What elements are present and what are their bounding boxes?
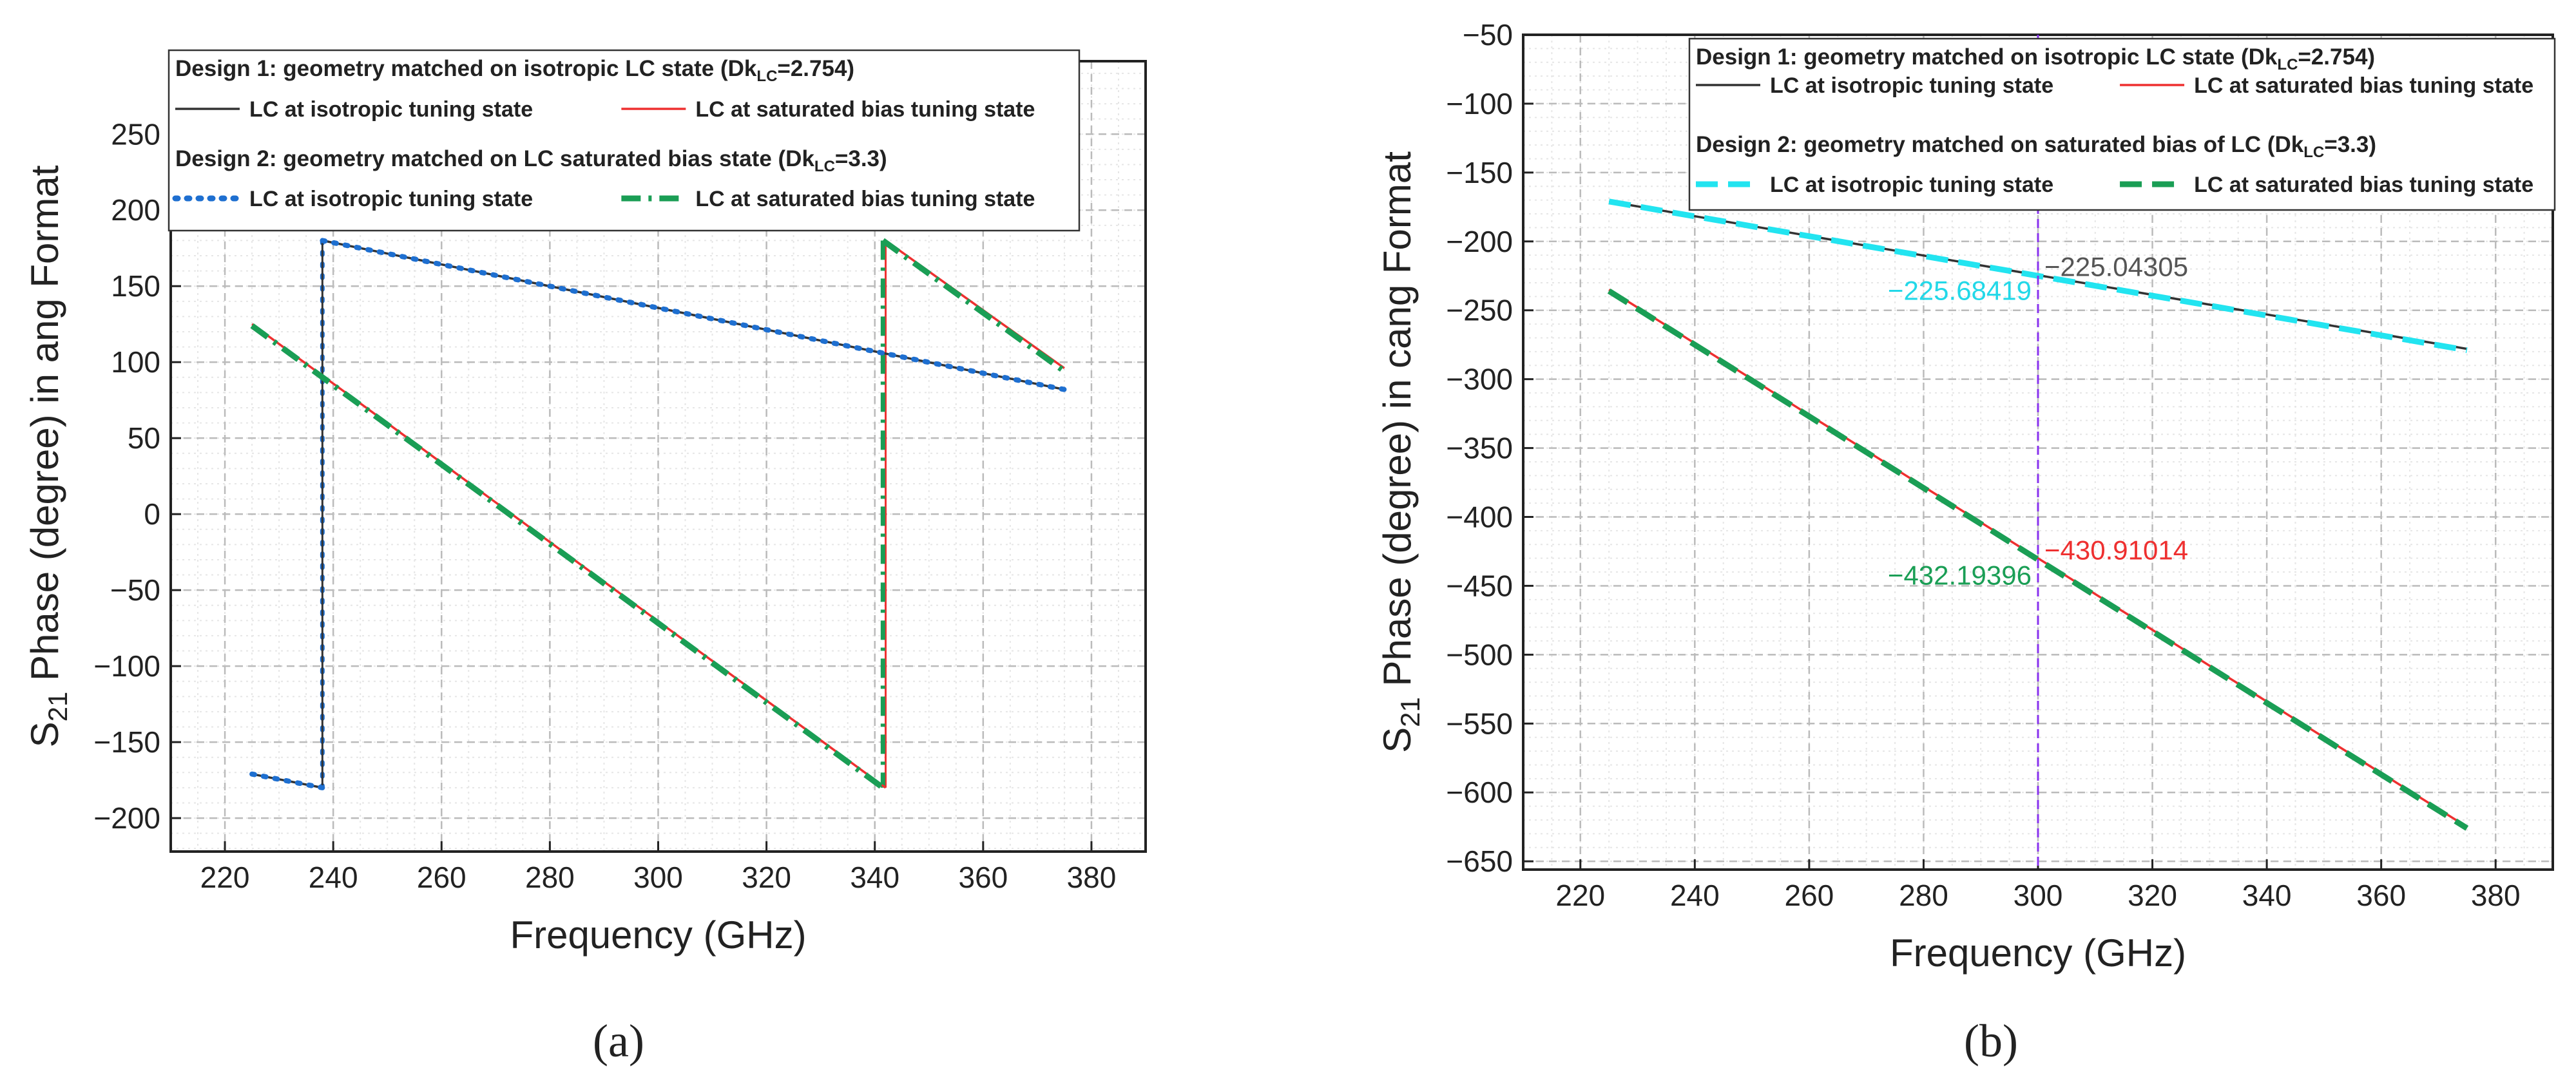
- y-axis-title-sub: 21: [1395, 697, 1425, 727]
- legend-label: LC at isotropic tuning state: [1770, 173, 2053, 197]
- data-annotation: −225.04305: [2044, 251, 2188, 281]
- x-tick-label: 320: [2128, 879, 2177, 912]
- legend-design1-title-end: =2.754): [2298, 44, 2375, 70]
- y-tick-label: −150: [1446, 156, 1513, 189]
- x-axis: 220 240 260 280 300 320 340 360 380: [200, 841, 1117, 894]
- y-tick-label: −350: [1446, 432, 1513, 465]
- x-axis: 220 240 260 280 300 320 340 360 380: [1555, 859, 2521, 912]
- legend: Design 1: geometry matched on isotropic …: [168, 49, 1081, 232]
- y-tick-label: −600: [1446, 776, 1513, 809]
- legend-label: LC at isotropic tuning state: [1770, 73, 2053, 98]
- x-tick-label: 340: [2242, 879, 2292, 912]
- legend-label: LC at isotropic tuning state: [249, 97, 533, 122]
- legend-design1-title-sub: LC: [2277, 56, 2298, 73]
- series-line-segment: [1607, 288, 2469, 831]
- legend-design1-title: Design 1: geometry matched on isotropic …: [175, 56, 854, 85]
- y-axis: −200 −150 −100 −50 0 50 100 150 200 250: [93, 117, 181, 835]
- y-axis-title: S21 Phase (degree) in ang Format: [23, 165, 73, 747]
- x-axis-title: Frequency (GHz): [510, 913, 806, 957]
- legend-label: LC at saturated bias tuning state: [695, 97, 1035, 122]
- legend-design2-title: Design 2: geometry matched on LC saturat…: [175, 146, 887, 175]
- legend-design2-title-text: Design 2: geometry matched on LC saturat…: [175, 146, 814, 171]
- x-tick-label: 280: [525, 861, 575, 894]
- x-tick-label: 380: [1067, 861, 1117, 894]
- y-axis-title-rest: Phase (degree) in ang Format: [23, 165, 66, 691]
- legend-label: LC at saturated bias tuning state: [2194, 73, 2533, 98]
- y-tick-label: −300: [1446, 363, 1513, 396]
- legend-design2-title: Design 2: geometry matched on saturated …: [1696, 132, 2376, 161]
- y-tick-label: −400: [1446, 500, 1513, 534]
- legend-design2-title-end: =3.3): [2324, 132, 2376, 157]
- y-tick-label: 100: [111, 345, 160, 379]
- panel-label: (a): [593, 1015, 644, 1067]
- y-tick-label: −200: [93, 801, 160, 835]
- x-axis-title: Frequency (GHz): [1890, 931, 2186, 975]
- legend-design1-title: Design 1: geometry matched on isotropic …: [1696, 44, 2375, 73]
- legend-design1-title-text: Design 1: geometry matched on isotropic …: [1696, 44, 2278, 70]
- y-tick-label: 250: [111, 117, 160, 151]
- y-tick-label: 50: [128, 421, 160, 455]
- series-line-segment: [249, 771, 325, 790]
- legend-design2-title-text: Design 2: geometry matched on saturated …: [1696, 132, 2304, 157]
- chart-a: 220 240 260 280 300 320 340 360 380−200−150−100−…: [23, 49, 1147, 1067]
- y-axis-title-prefix: S: [23, 721, 66, 747]
- y-axis-title-prefix: S: [1376, 727, 1419, 753]
- y-tick-label: 150: [111, 269, 160, 303]
- x-tick-label: 380: [2471, 879, 2521, 912]
- legend-design2-title-sub: LC: [2303, 144, 2324, 161]
- y-tick-label: −550: [1446, 707, 1513, 740]
- x-tick-label: 300: [633, 861, 683, 894]
- x-tick-label: 320: [742, 861, 791, 894]
- y-tick-label: −50: [110, 573, 160, 607]
- plot-area: [249, 238, 1067, 790]
- y-tick-label: −200: [1446, 225, 1513, 258]
- panel-label: (b): [1964, 1015, 2018, 1067]
- x-tick-label: 340: [850, 861, 899, 894]
- series-4: [250, 238, 1066, 790]
- data-annotation: −225.68419: [1888, 276, 2032, 306]
- series-4: [1607, 288, 2469, 831]
- series-line-segment: [320, 238, 1067, 392]
- x-tick-label: 260: [417, 861, 466, 894]
- x-tick-label: 300: [2014, 879, 2063, 912]
- legend-design1-title-text: Design 1: geometry matched on isotropic …: [175, 56, 757, 81]
- y-tick-label: 200: [111, 193, 160, 227]
- y-tick-label: −500: [1446, 638, 1513, 671]
- legend-label: LC at saturated bias tuning state: [695, 187, 1035, 211]
- y-axis: −650 −600 −550 −500 −450 −400 −350 −300 −250 −200…: [1446, 18, 1533, 878]
- y-tick-label: −650: [1446, 844, 1513, 878]
- legend: Design 1: geometry matched on isotropic …: [1688, 37, 2556, 211]
- x-tick-label: 220: [1555, 879, 1605, 912]
- data-annotation: −432.19396: [1888, 560, 2032, 590]
- legend-label: LC at saturated bias tuning state: [2194, 173, 2533, 197]
- series-3: [249, 238, 1067, 790]
- x-tick-label: 260: [1785, 879, 1834, 912]
- x-tick-label: 240: [1670, 879, 1720, 912]
- y-axis-title-sub: 21: [43, 692, 73, 722]
- legend-design2-title-sub: LC: [814, 158, 835, 175]
- legend-design1-title-end: =2.754): [777, 56, 854, 81]
- y-tick-label: 0: [144, 497, 160, 531]
- x-tick-label: 240: [309, 861, 358, 894]
- y-tick-label: −100: [93, 649, 160, 683]
- series-line-segment: [250, 323, 885, 790]
- y-tick-label: −100: [1446, 87, 1513, 120]
- x-tick-label: 280: [1899, 879, 1948, 912]
- legend-design1-title-sub: LC: [756, 68, 777, 85]
- data-annotation: −430.91014: [2044, 535, 2188, 566]
- x-tick-label: 360: [2356, 879, 2406, 912]
- y-tick-label: −450: [1446, 569, 1513, 602]
- y-tick-label: −250: [1446, 294, 1513, 327]
- legend-design2-title-end: =3.3): [835, 146, 887, 171]
- y-axis-title-rest: Phase (degree) in cang Format: [1376, 151, 1419, 697]
- x-tick-label: 360: [958, 861, 1008, 894]
- chart-b: 220 240 260 280 300 320 340 360 380−650−600−550−…: [1376, 18, 2556, 1067]
- x-tick-label: 220: [200, 861, 250, 894]
- y-axis-title: S21 Phase (degree) in cang Format: [1376, 151, 1425, 753]
- legend-label: LC at isotropic tuning state: [249, 187, 533, 211]
- y-tick-label: −150: [93, 725, 160, 759]
- y-tick-label: −50: [1463, 18, 1513, 52]
